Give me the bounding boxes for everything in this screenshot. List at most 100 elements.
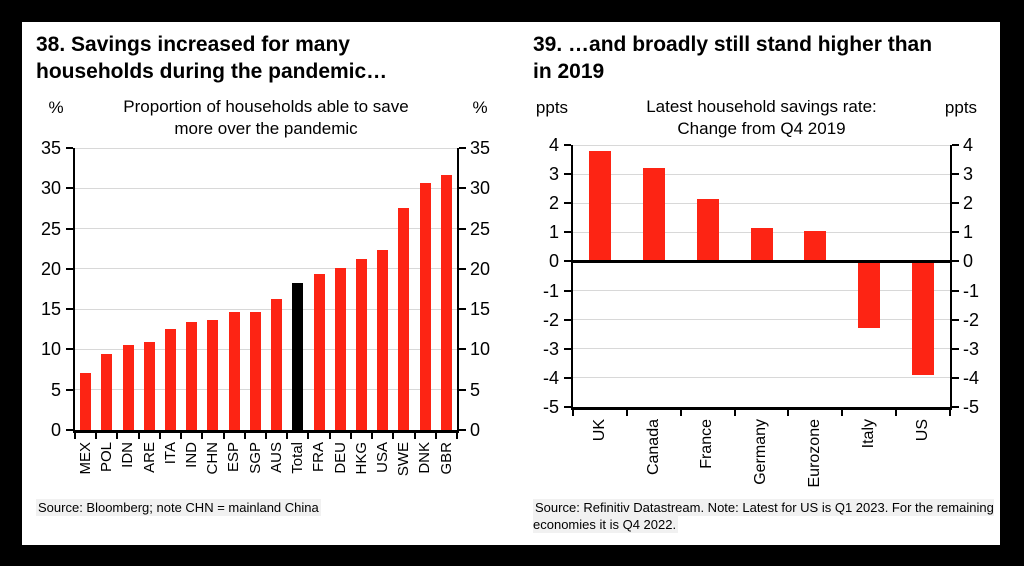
x-tick [243, 433, 246, 439]
y-tick-right [952, 289, 959, 292]
x-axis [73, 430, 459, 433]
y-tick-label-left: 15 [40, 299, 61, 320]
y-tick-label-right: 25 [470, 218, 491, 239]
y-tick-label-right: 3 [963, 164, 974, 185]
y-tick-label-right: 2 [963, 193, 974, 214]
y-tick-right [952, 318, 959, 321]
y-tick-right [952, 376, 959, 379]
y-tick-left [564, 173, 571, 176]
bar-uk [588, 150, 611, 262]
bar-total [292, 282, 304, 430]
bar-pol [101, 354, 113, 430]
category-label-uk: UK [590, 419, 608, 442]
gridline [75, 308, 457, 310]
y-tick-left [66, 147, 73, 149]
bar-idn [122, 344, 134, 430]
y-tick-left [564, 144, 571, 146]
x-tick [679, 410, 682, 416]
x-tick [158, 433, 161, 439]
y-tick-label-right: 10 [470, 339, 491, 360]
figure-39-source-text: Source: Refinitiv Datastream. Note: Late… [533, 499, 994, 533]
y-tick-label-right: -4 [963, 367, 980, 388]
bar-eurozone [804, 230, 827, 262]
bar-italy [858, 263, 881, 329]
figure-38-unit-right: % [472, 98, 488, 117]
y-tick-right [459, 227, 466, 230]
gridline [75, 389, 457, 391]
gridline [573, 173, 950, 175]
y-tick-label-left: 0 [548, 251, 559, 272]
y-tick-left [564, 231, 571, 234]
y-tick-right [459, 187, 466, 190]
gridline [75, 147, 457, 149]
y-tick-left [66, 308, 73, 311]
bar-are [143, 342, 155, 430]
x-tick [116, 433, 119, 439]
x-tick [137, 433, 140, 439]
y-tick-right [459, 267, 466, 270]
x-tick [625, 410, 628, 416]
y-tick-left [66, 388, 73, 391]
x-tick [201, 433, 204, 439]
x-tick [222, 433, 225, 439]
y-tick-label-left: -3 [542, 338, 559, 359]
category-label-eurozone: Eurozone [806, 419, 824, 488]
zero-line [571, 260, 952, 264]
category-label-france: France [698, 419, 716, 469]
x-tick [392, 433, 395, 439]
y-tick-right [459, 147, 466, 149]
y-tick-label-left: 5 [50, 379, 61, 400]
x-tick [572, 410, 574, 416]
figure-38-unit-left: % [48, 98, 64, 117]
y-tick-label-left: 2 [548, 193, 559, 214]
y-tick-right [952, 173, 959, 176]
figure-38-source-text: Source: Bloomberg; note CHN = mainland C… [36, 499, 321, 516]
y-tick-label-left: 0 [50, 420, 61, 440]
y-tick-label-right: 0 [470, 420, 481, 440]
y-axis-right [950, 145, 952, 410]
y-tick-label-left: 30 [40, 178, 61, 199]
bar-esp [228, 312, 240, 430]
x-tick [349, 433, 352, 439]
gridline [573, 319, 950, 321]
gridline [573, 290, 950, 292]
y-tick-left [564, 376, 571, 379]
y-tick-left [564, 260, 571, 263]
figure-39-subtitle: Latest household savings rate: Change fr… [646, 97, 877, 138]
y-tick-label-left: -1 [542, 280, 559, 301]
gridline [75, 268, 457, 270]
y-tick-right [952, 347, 959, 350]
y-tick-right [952, 202, 959, 205]
y-tick-label-left: 1 [548, 222, 559, 243]
gridline [573, 377, 950, 379]
y-tick-label-right: -5 [963, 397, 980, 417]
y-tick-left [564, 347, 571, 350]
y-tick-label-right: 30 [470, 178, 491, 199]
bar-deu [334, 268, 346, 430]
category-label-canada: Canada [644, 419, 662, 476]
bar-sgp [249, 311, 261, 430]
y-axis-left [571, 145, 573, 410]
y-tick-right [459, 388, 466, 391]
y-tick-label-left: 3 [548, 164, 559, 185]
gridline [573, 202, 950, 204]
y-tick-label-left: 35 [40, 138, 61, 158]
x-tick [787, 410, 790, 416]
category-label-germany: Germany [752, 419, 770, 485]
figure-38-subtitle: Proportion of households able to save mo… [123, 97, 409, 138]
y-axis-right [457, 148, 459, 433]
x-tick [180, 433, 183, 439]
y-tick-label-left: -5 [542, 397, 559, 417]
bar-aus [271, 298, 283, 430]
gridline [75, 187, 457, 189]
bar-hkg [356, 259, 367, 430]
figure-39-unit-left: ppts [535, 98, 569, 117]
x-tick [286, 433, 289, 439]
x-axis [571, 407, 952, 410]
x-tick [74, 433, 76, 439]
bar-gbr [440, 175, 452, 430]
y-tick-right [952, 144, 959, 146]
bar-canada [642, 168, 665, 262]
x-tick [371, 433, 374, 439]
